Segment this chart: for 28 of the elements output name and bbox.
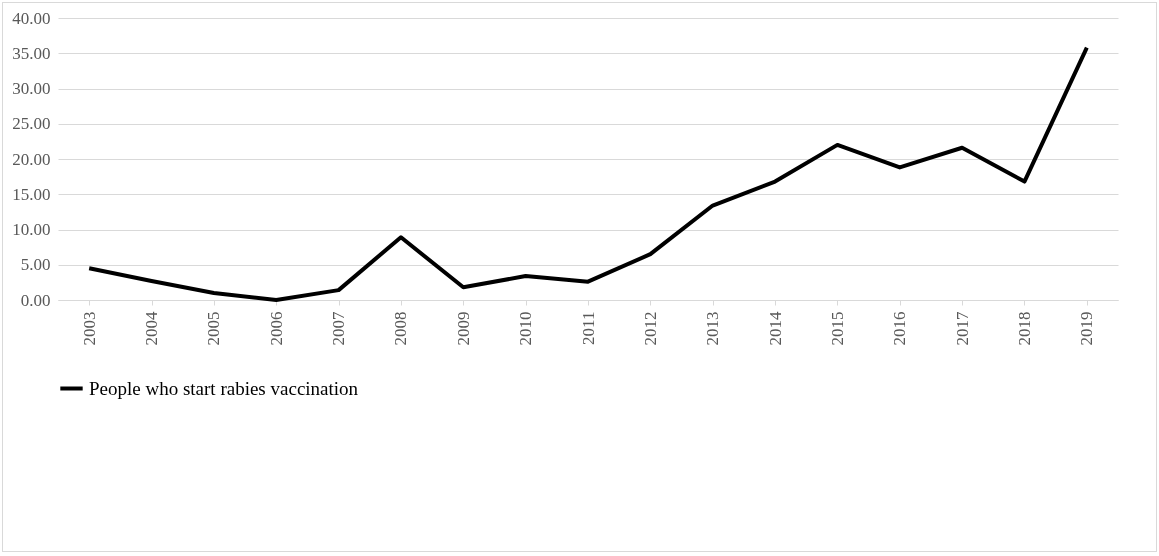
x-tick-label: 2014 xyxy=(765,311,785,346)
x-tick-label: 2005 xyxy=(204,311,224,346)
y-tick-label: 20.00 xyxy=(12,149,51,169)
x-tick-label: 2006 xyxy=(266,311,286,346)
x-tick-label: 2003 xyxy=(79,311,99,346)
x-tick-label: 2017 xyxy=(952,311,972,346)
x-tick-label: 2004 xyxy=(142,311,162,346)
x-tick-label: 2008 xyxy=(391,311,411,346)
x-tick-label: 2007 xyxy=(329,311,349,346)
x-tick-label: 2016 xyxy=(890,311,910,346)
x-tick-label: 2010 xyxy=(516,311,536,346)
y-tick-label: 40.00 xyxy=(12,8,51,28)
x-tick-label: 2019 xyxy=(1077,311,1097,346)
y-tick-label: 15.00 xyxy=(12,184,51,204)
x-tick-label: 2018 xyxy=(1014,311,1034,346)
y-tick-label: 35.00 xyxy=(12,43,51,63)
y-tick-label: 25.00 xyxy=(12,114,51,134)
y-tick-label: 10.00 xyxy=(12,220,51,239)
legend-label: People who start rabies vaccination xyxy=(89,377,359,399)
x-tick-label: 2009 xyxy=(453,311,473,346)
x-tick-label: 2015 xyxy=(827,311,847,346)
x-tick-label: 2012 xyxy=(640,311,660,346)
x-tick-label: 2013 xyxy=(703,311,723,346)
y-tick-label: 5.00 xyxy=(20,255,51,275)
line-series xyxy=(87,45,1089,302)
y-tick-label: 0.00 xyxy=(20,290,51,310)
y-tick-label: 30.00 xyxy=(12,79,51,98)
x-tick-label: 2011 xyxy=(578,311,598,345)
